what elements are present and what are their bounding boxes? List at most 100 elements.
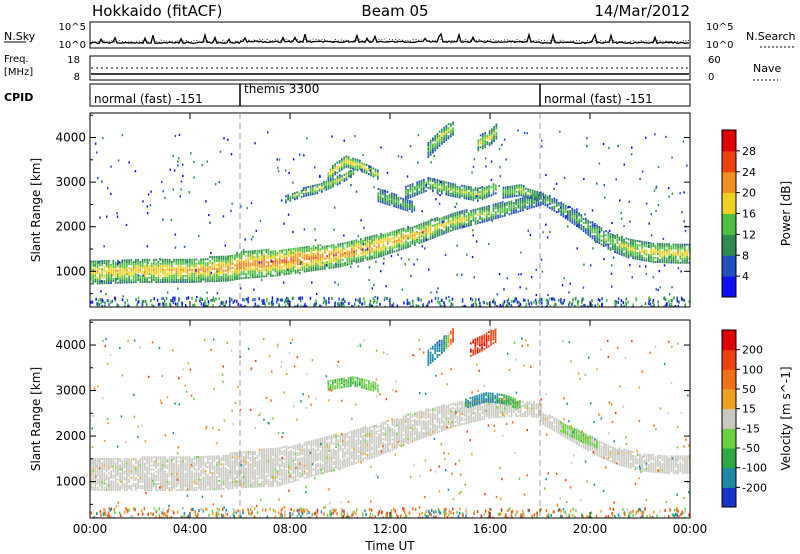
range-cell <box>283 253 286 256</box>
range-cell <box>432 178 434 181</box>
range-cell <box>141 272 144 275</box>
range-cell <box>114 468 117 471</box>
range-cell <box>327 183 330 186</box>
range-cell <box>171 276 173 279</box>
range-cell <box>666 251 668 254</box>
range-cell <box>297 267 299 270</box>
range-cell <box>157 476 160 479</box>
range-cell <box>267 255 270 257</box>
range-cell <box>101 484 103 487</box>
range-cell <box>170 219 173 222</box>
range-cell <box>536 197 538 200</box>
range-cell <box>331 296 333 300</box>
range-cell <box>469 297 472 301</box>
range-cell <box>164 258 166 261</box>
range-cell <box>236 253 238 256</box>
range-cell <box>406 201 409 204</box>
range-cell <box>271 296 274 300</box>
range-cell <box>150 280 153 283</box>
range-cell <box>649 297 651 301</box>
range-cell <box>492 205 495 208</box>
range-cell <box>290 250 292 253</box>
range-cell <box>265 257 268 260</box>
range-cell <box>354 135 356 138</box>
range-cell <box>330 186 332 189</box>
range-cell <box>522 205 524 208</box>
range-cell <box>357 265 359 268</box>
range-cell <box>488 207 490 210</box>
range-cell <box>342 246 344 249</box>
range-cell <box>443 230 445 233</box>
range-cell <box>238 261 241 264</box>
range-cell <box>643 243 646 246</box>
range-cell <box>430 291 432 294</box>
range-cell <box>272 262 274 265</box>
range-cell <box>568 301 571 305</box>
range-cell <box>346 243 349 246</box>
range-cell <box>256 253 259 256</box>
range-cell <box>441 231 443 234</box>
range-cell <box>609 239 612 242</box>
range-cell <box>139 262 142 265</box>
range-cell <box>528 205 531 208</box>
range-cell <box>531 204 533 207</box>
range-cell <box>472 198 475 201</box>
range-cell <box>108 303 110 307</box>
range-cell <box>240 269 243 272</box>
range-cell <box>355 251 358 254</box>
range-cell <box>141 270 144 273</box>
cpid-segment-label: themis 3300 <box>244 82 319 96</box>
range-cell <box>130 466 133 469</box>
range-cell <box>405 185 407 188</box>
range-cell <box>661 245 664 248</box>
range-cell <box>297 249 299 252</box>
range-cell <box>254 142 256 145</box>
range-cell <box>191 268 193 271</box>
range-cell <box>283 257 286 260</box>
range-cell <box>229 263 232 266</box>
range-cell <box>486 219 488 222</box>
range-cell <box>177 464 180 467</box>
range-cell <box>607 239 610 242</box>
range-cell <box>195 269 197 272</box>
range-cell <box>245 298 248 301</box>
range-cell <box>309 191 312 194</box>
range-cell <box>353 256 355 258</box>
range-cell <box>594 237 596 240</box>
range-cell <box>300 195 303 198</box>
range-cell <box>382 240 385 243</box>
range-cell <box>435 198 437 201</box>
range-cell <box>281 251 283 254</box>
range-cell <box>629 264 631 267</box>
range-cell <box>454 193 457 196</box>
range-cell <box>108 260 110 262</box>
range-cell <box>499 213 502 216</box>
range-cell <box>164 489 166 492</box>
range-cell <box>189 470 191 473</box>
range-cell <box>270 252 272 255</box>
range-cell <box>452 224 454 227</box>
range-cell <box>558 204 560 207</box>
range-cell <box>504 194 507 197</box>
range-cell <box>139 478 142 481</box>
range-cell <box>477 193 479 196</box>
range-cell <box>245 264 247 267</box>
range-cell <box>171 299 174 303</box>
range-cell <box>130 464 133 467</box>
range-cell <box>105 262 108 265</box>
range-cell <box>330 246 333 249</box>
range-cell <box>177 280 180 283</box>
range-cell <box>144 280 146 283</box>
range-cell <box>653 303 655 307</box>
range-cell <box>94 278 97 281</box>
range-cell <box>171 278 173 281</box>
range-cell <box>350 167 352 169</box>
range-cell <box>425 227 427 230</box>
range-cell <box>301 268 304 271</box>
range-cell <box>312 249 315 252</box>
range-cell <box>276 272 279 275</box>
range-cell <box>254 250 256 253</box>
range-cell <box>99 470 101 473</box>
range-cell <box>428 300 430 304</box>
range-cell <box>182 468 184 471</box>
